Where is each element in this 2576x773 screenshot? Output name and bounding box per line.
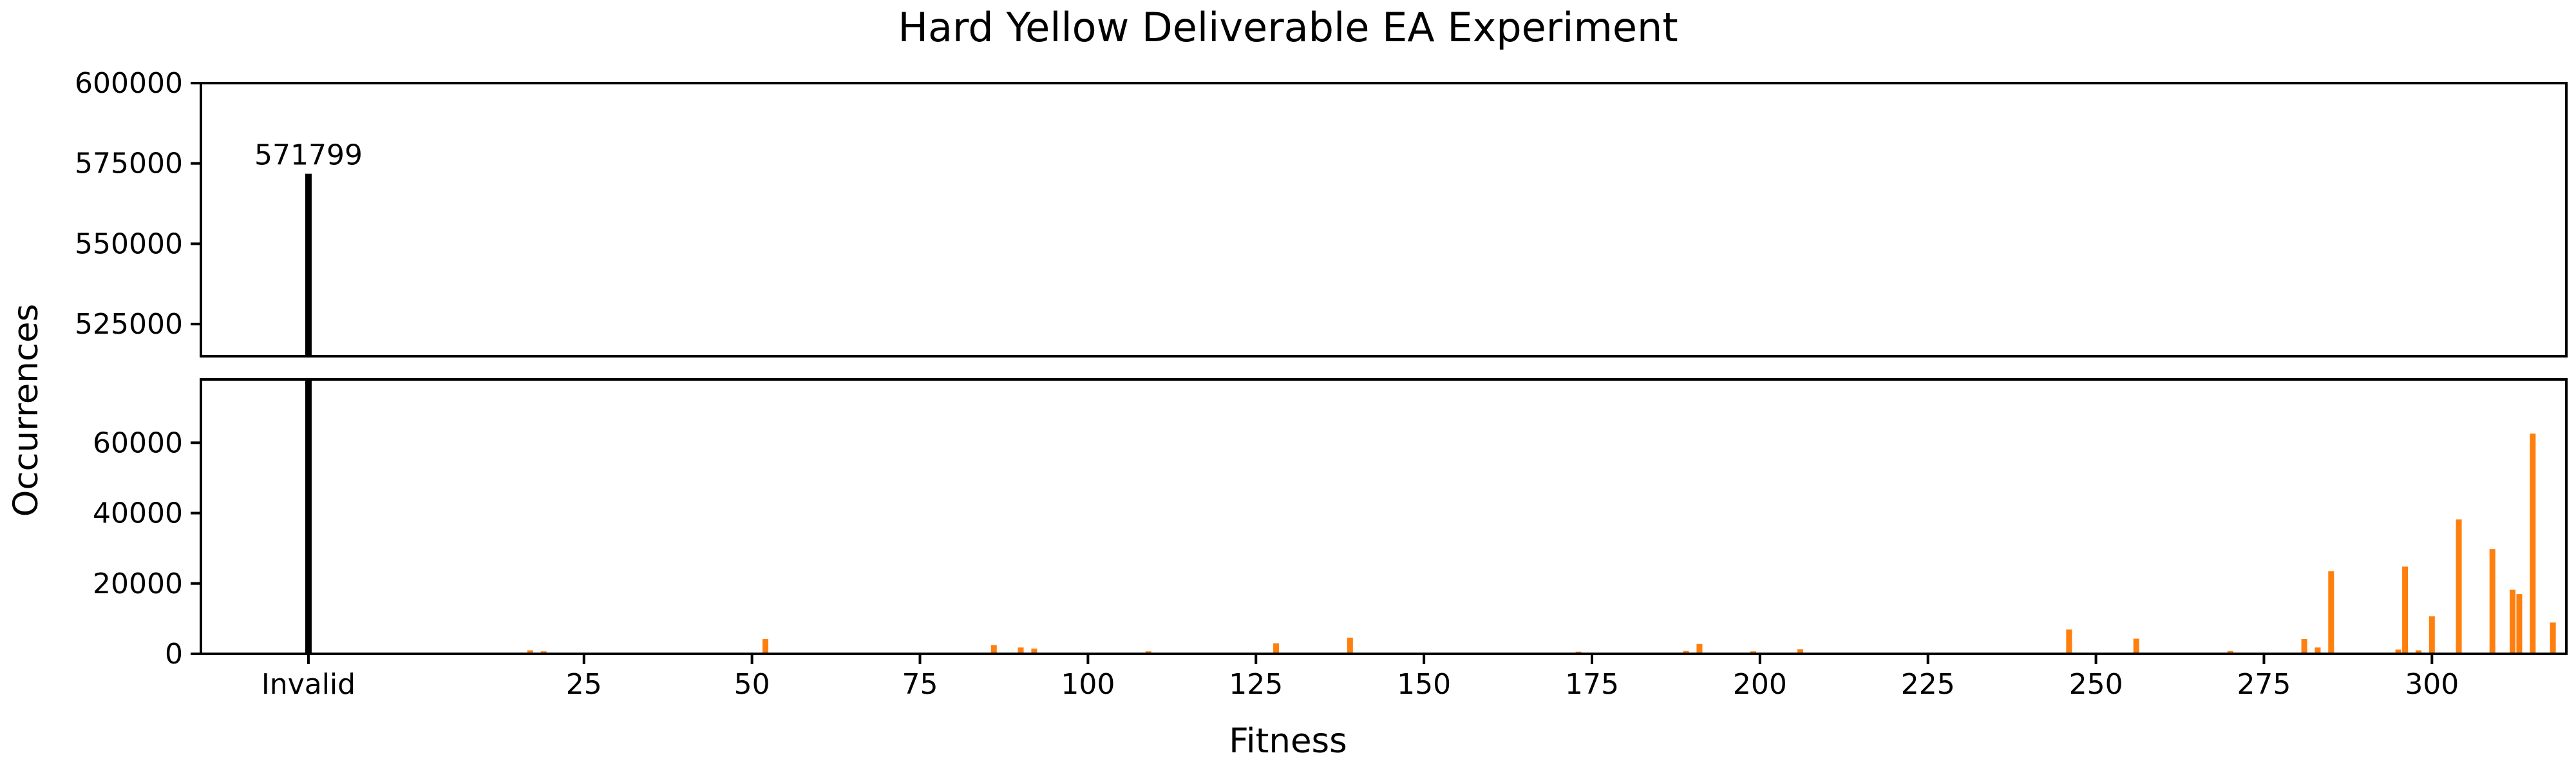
fitness-bar	[1018, 647, 1024, 654]
fitness-bar	[990, 645, 997, 654]
fitness-bar	[2415, 650, 2421, 654]
fitness-bar	[527, 650, 533, 654]
x-tick-label: 50	[734, 668, 770, 701]
fitness-bar	[2516, 594, 2523, 654]
fitness-bar	[2066, 629, 2072, 654]
fitness-bar	[2530, 434, 2536, 654]
x-tick-label: 200	[1733, 668, 1787, 701]
fitness-bar	[1683, 651, 1689, 654]
upper-y-tick-label: 525000	[75, 308, 183, 341]
upper-plot-frame	[200, 82, 2568, 358]
fitness-bar	[2301, 639, 2307, 654]
x-tick-label: 150	[1397, 668, 1451, 701]
fitness-bar	[2402, 566, 2409, 654]
fitness-bar	[2315, 647, 2321, 654]
x-tick-label: 175	[1565, 668, 1619, 701]
x-tick-label: 250	[2069, 668, 2123, 701]
upper-axes: 571799 525000 550000 575000 600000	[75, 67, 2568, 358]
fitness-bar	[762, 639, 769, 654]
x-axis-label: Fitness	[1229, 721, 1347, 761]
fitness-bar	[2456, 519, 2462, 654]
lower-axes: 0 20000 40000 60000 Invalid 25 50 75 100 125 150 1…	[93, 378, 2568, 701]
upper-y-tick-label: 600000	[75, 67, 183, 100]
upper-y-tick-label: 550000	[75, 227, 183, 260]
x-tick-label: 75	[902, 668, 938, 701]
x-tick-label: 100	[1061, 668, 1115, 701]
lower-y-tick-label: 0	[165, 638, 183, 671]
invalid-bar-lower	[305, 379, 312, 654]
x-tick-label: Invalid	[261, 668, 355, 701]
fitness-bar	[1696, 644, 1703, 654]
fitness-bar	[2395, 649, 2401, 654]
lower-y-tick-label: 20000	[93, 568, 183, 600]
chart-title: Hard Yellow Deliverable EA Experiment	[898, 4, 1678, 51]
fitness-bar	[2550, 622, 2556, 654]
lower-y-tick-label: 40000	[93, 497, 183, 530]
fitness-bar	[1273, 643, 1280, 654]
x-tick-label: 125	[1229, 668, 1283, 701]
upper-y-tick-label: 575000	[75, 148, 183, 180]
fitness-bar	[1031, 648, 1037, 654]
x-tick-label: 275	[2237, 668, 2291, 701]
invalid-bar-value-label: 571799	[254, 139, 363, 172]
fitness-bar	[2429, 616, 2435, 654]
invalid-bar-upper	[305, 173, 312, 356]
fitness-bar	[2328, 571, 2334, 654]
fitness-bar	[2227, 651, 2233, 654]
fitness-bar	[1347, 637, 1353, 654]
lower-y-tick-label: 60000	[93, 426, 183, 459]
fitness-bar	[2133, 638, 2139, 654]
x-tick-label: 225	[1901, 668, 1955, 701]
y-axis-label: Occurrences	[6, 304, 46, 517]
fitness-bar	[1797, 649, 1803, 654]
x-tick-label: 300	[2405, 668, 2459, 701]
fitness-bar	[2510, 589, 2516, 654]
lower-plot-frame	[200, 378, 2568, 655]
x-tick-label: 25	[566, 668, 602, 701]
fitness-bar	[2489, 549, 2496, 654]
